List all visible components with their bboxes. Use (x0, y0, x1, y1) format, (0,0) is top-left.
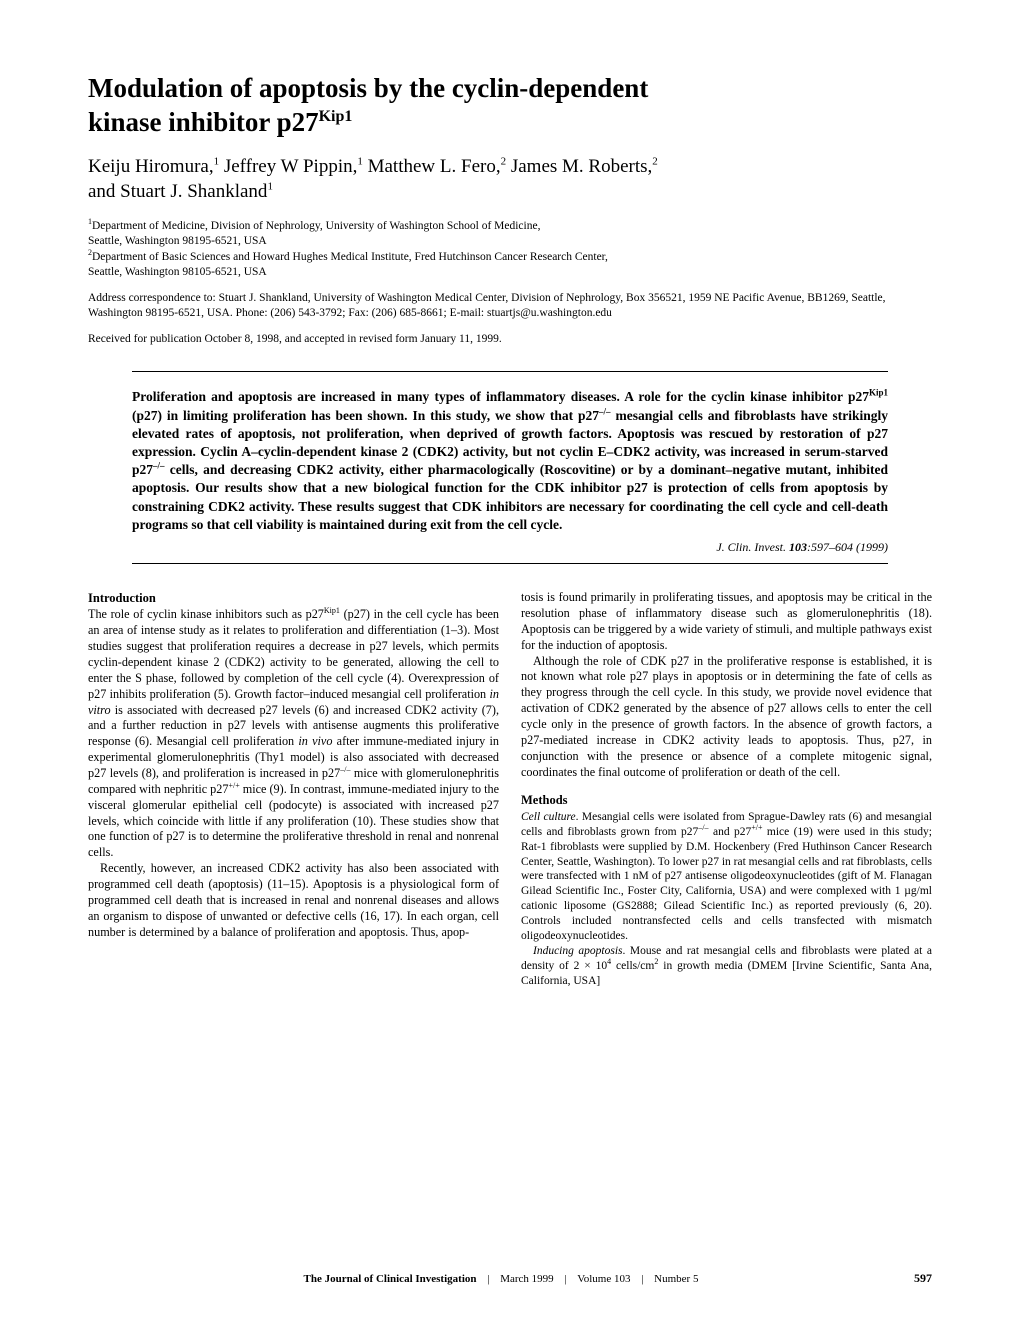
column-left: Introduction The role of cyclin kinase i… (88, 590, 499, 989)
abstract-rule-bottom (132, 563, 888, 564)
title-line2-pre: kinase inhibitor p27 (88, 107, 319, 137)
affiliations: 1Department of Medicine, Division of Nep… (88, 219, 932, 281)
title-sup: Kip1 (319, 108, 353, 125)
title-line1: Modulation of apoptosis by the cyclin-de… (88, 73, 648, 103)
methods-p1-label: Cell culture (521, 811, 576, 823)
intro-para-2-cont: tosis is found primarily in proliferatin… (521, 590, 932, 653)
introduction-heading: Introduction (88, 590, 499, 606)
footer-journal: The Journal of Clinical Investigation (304, 1273, 477, 1285)
page: Modulation of apoptosis by the cyclin-de… (0, 0, 1020, 1320)
column-right: tosis is found primarily in proliferatin… (521, 590, 932, 989)
abstract-text: Proliferation and apoptosis are increase… (132, 388, 888, 534)
methods-heading: Methods (521, 792, 932, 808)
received-date: Received for publication October 8, 1998… (88, 332, 932, 348)
abstract-citation: J. Clin. Invest. 103:597–604 (1999) (132, 540, 888, 555)
methods-para-1: Cell culture. Mesangial cells were isola… (521, 810, 932, 944)
body-columns: Introduction The role of cyclin kinase i… (88, 590, 932, 989)
page-footer: The Journal of Clinical Investigation | … (88, 1271, 932, 1286)
article-title: Modulation of apoptosis by the cyclin-de… (88, 72, 932, 140)
footer-date: March 1999 (500, 1273, 553, 1285)
footer-number: Number 5 (654, 1273, 698, 1285)
affiliation-2: 2Department of Basic Sciences and Howard… (88, 250, 932, 281)
abstract-block: Proliferation and apoptosis are increase… (132, 371, 888, 564)
affiliation-1: 1Department of Medicine, Division of Nep… (88, 219, 932, 250)
intro-para-1: The role of cyclin kinase inhibitors suc… (88, 607, 499, 861)
footer-page-number: 597 (914, 1271, 932, 1286)
methods-para-2: Inducing apoptosis. Mouse and rat mesang… (521, 944, 932, 989)
intro-para-2: Recently, however, an increased CDK2 act… (88, 861, 499, 940)
intro-para-3: Although the role of CDK p27 in the prol… (521, 654, 932, 781)
footer-center: The Journal of Clinical Investigation | … (88, 1273, 914, 1285)
correspondence: Address correspondence to: Stuart J. Sha… (88, 291, 932, 322)
authors: Keiju Hiromura,1 Jeffrey W Pippin,1 Matt… (88, 154, 932, 205)
footer-volume: Volume 103 (577, 1273, 630, 1285)
methods-p2-label: Inducing apoptosis (533, 945, 623, 957)
